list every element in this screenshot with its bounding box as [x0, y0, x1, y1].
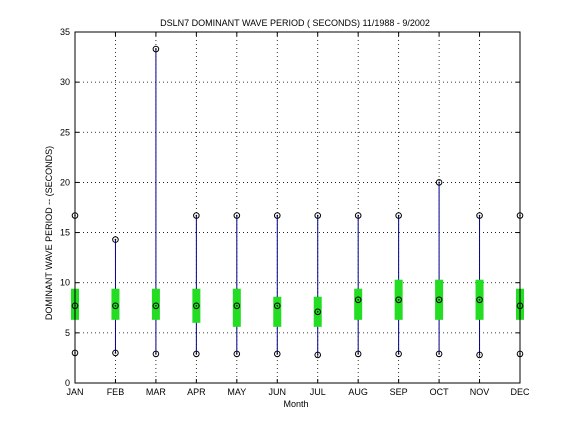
x-tick-label: JUN [269, 387, 287, 397]
iqr-box [354, 288, 363, 320]
median-marker [152, 302, 160, 310]
max-marker [395, 212, 402, 219]
x-tick-label: APR [187, 387, 206, 397]
min-marker [112, 349, 119, 357]
y-tick-label: 10 [60, 278, 70, 288]
max-marker-dot [195, 214, 198, 217]
max-marker-dot [438, 181, 440, 184]
median-marker [273, 302, 281, 310]
median-marker-dot [438, 298, 440, 301]
min-marker-dot [155, 353, 157, 355]
min-marker [273, 350, 281, 358]
y-tick-label: 20 [60, 177, 70, 187]
min-marker-dot [357, 353, 359, 355]
max-marker-dot [397, 214, 400, 217]
y-tick-label: 30 [60, 77, 70, 87]
y-tick-label: 25 [60, 127, 70, 137]
y-tick-label: 35 [60, 27, 70, 37]
max-marker [112, 236, 119, 243]
median-marker-dot [236, 304, 238, 307]
max-marker-dot [478, 214, 481, 217]
min-marker-dot [438, 353, 440, 355]
median-marker [476, 296, 483, 304]
median-marker-dot [114, 304, 117, 307]
x-tick-label: MAY [227, 387, 246, 397]
x-tick-label: JUL [310, 387, 326, 397]
median-marker-dot [276, 304, 279, 307]
median-marker-dot [397, 298, 400, 301]
max-marker-dot [155, 48, 157, 50]
min-marker [435, 350, 443, 358]
median-marker-dot [357, 298, 359, 301]
markers [71, 45, 524, 359]
grid [75, 32, 520, 383]
median-marker-dot [478, 298, 481, 301]
min-marker [314, 351, 322, 359]
median-marker [193, 302, 200, 310]
x-tick-label: MAR [146, 387, 167, 397]
max-marker-dot [276, 214, 279, 217]
median-marker-dot [195, 304, 198, 307]
boxes [71, 279, 524, 327]
max-marker-dot [236, 214, 238, 217]
min-marker [476, 351, 483, 359]
min-marker-dot [397, 353, 400, 355]
x-tick-label: DEC [510, 387, 530, 397]
min-marker-dot [478, 354, 481, 356]
max-marker-dot [114, 238, 117, 241]
max-marker [273, 212, 281, 219]
min-marker [233, 350, 241, 358]
max-marker-dot [316, 214, 319, 217]
y-axis-title: DOMINANT WAVE PERIOD -- (SECONDS) [44, 146, 54, 320]
x-tick-label: SEP [390, 387, 408, 397]
median-marker [435, 296, 443, 304]
min-marker-dot [236, 353, 238, 355]
x-tick-label: OCT [430, 387, 450, 397]
min-marker [395, 350, 402, 358]
y-tick-label: 5 [65, 328, 70, 338]
median-marker-dot [155, 304, 157, 307]
plot-frame [74, 31, 521, 384]
iqr-box [232, 288, 241, 327]
max-marker-dot [357, 214, 359, 217]
median-marker-dot [316, 310, 319, 313]
x-tick-label: AUG [348, 387, 368, 397]
x-axis-title: Month [283, 399, 308, 409]
iqr-box [151, 288, 160, 320]
x-axis: JAN FEB MAR APR MAY JUN JUL AUG SEP OCT NOV DEC [66, 32, 530, 397]
median-marker [112, 302, 119, 310]
max-marker [314, 212, 322, 219]
y-tick-label: 15 [60, 228, 70, 238]
y-tick-label: 0 [65, 378, 70, 388]
iqr-box [111, 288, 120, 320]
min-marker [193, 350, 200, 358]
median-marker [233, 302, 241, 310]
min-marker-dot [114, 352, 117, 354]
min-marker [354, 350, 362, 358]
median-marker [395, 296, 402, 304]
min-marker-dot [316, 354, 319, 356]
x-tick-label: JAN [66, 387, 83, 397]
median-marker [314, 308, 322, 316]
max-marker [354, 212, 362, 219]
iqr-box [273, 296, 282, 327]
min-marker-dot [195, 353, 198, 355]
min-marker-dot [276, 353, 279, 355]
min-marker [152, 350, 160, 358]
max-marker [435, 179, 443, 186]
median-marker [354, 296, 362, 304]
y-axis: 0 5 10 15 20 25 30 35 [60, 27, 520, 388]
max-marker [152, 45, 160, 53]
max-marker [233, 212, 241, 219]
x-tick-label: NOV [470, 387, 490, 397]
max-marker [193, 212, 200, 219]
x-tick-label: FEB [107, 387, 125, 397]
whiskers [74, 49, 521, 355]
chart-title: DSLN7 DOMINANT WAVE PERIOD ( SECONDS) 11… [160, 18, 430, 28]
max-marker [476, 212, 483, 219]
